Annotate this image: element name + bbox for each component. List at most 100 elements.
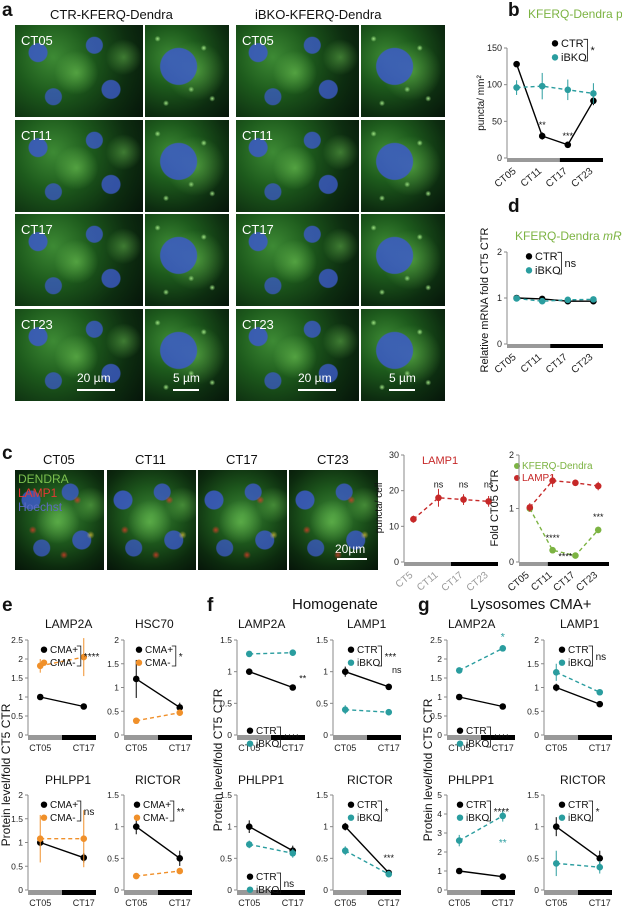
legend-label: CTR <box>256 726 277 737</box>
y-tick-label-e2: 1.5 <box>107 659 119 669</box>
legend-label: iBKO <box>568 658 592 669</box>
panel-c-col-header: CT05 <box>43 452 75 467</box>
legend-label: CMA+ <box>50 645 78 656</box>
legend-significance: *** <box>385 652 397 663</box>
series-line-f1-1 <box>249 651 293 655</box>
series-line-g3-0 <box>459 870 503 878</box>
legend-marker <box>40 814 48 821</box>
y-tick-label-c_lamp1: 30 <box>389 450 399 460</box>
y-tick-label-b: 0 <box>497 153 502 163</box>
data-point-g3-1 <box>455 837 463 844</box>
significance-annotation: ns <box>459 480 469 490</box>
x-tick-label-f1: CT17 <box>282 743 304 753</box>
y-tick-label-c_fold: 1 <box>509 504 514 514</box>
y-tick-label-e1: 1.5 <box>11 673 23 683</box>
x-tick-label-d: CT23 <box>570 352 596 376</box>
y-tick-label-g1: 0.5 <box>430 711 442 721</box>
y-tick-label-f2: 1 <box>323 667 328 677</box>
light-phase-bar-e4 <box>124 890 158 895</box>
x-tick-label-c_fold: CT17 <box>552 570 578 594</box>
scale-bar <box>77 389 115 391</box>
legend-bracket <box>486 726 492 748</box>
x-tick-label-e3: CT05 <box>29 898 51 908</box>
micrograph-ibko-ct05: CT05 <box>236 25 359 117</box>
dark-phase-bar-e2 <box>158 735 192 740</box>
dark-phase-bar-g4 <box>578 890 612 895</box>
y-tick-label-c_lamp1: 20 <box>389 486 399 496</box>
legend-label: CMA- <box>145 658 171 669</box>
data-point-b-1 <box>538 82 546 90</box>
panel-c-col-header: CT17 <box>226 452 258 467</box>
micrograph-time-label: CT17 <box>21 222 53 237</box>
x-tick-label-f4: CT05 <box>334 898 356 908</box>
series-line-e4-1 <box>136 870 180 877</box>
micrograph-time-label: CT11 <box>242 128 273 143</box>
data-point-d-1 <box>590 296 597 303</box>
significance-annotation: ns <box>392 665 402 675</box>
chart-d-ylabel: Relative mRNA fold CT5 CTR <box>479 228 491 373</box>
data-point-e4-0 <box>132 823 140 830</box>
panel-a-header-ctr: CTR-KFERQ-Dendra <box>50 7 173 22</box>
panel-e-shared-ylabel: Protein level/fold CT5 CTR <box>0 703 13 846</box>
data-point-b-0 <box>513 60 520 68</box>
data-point-f4-1 <box>385 870 393 878</box>
significance-annotation: ** <box>299 674 307 684</box>
legend-significance: ns <box>84 807 95 818</box>
legend-significance: ns <box>284 879 295 890</box>
micrograph-time-label: CT17 <box>242 222 274 237</box>
scale-bar-label: 5 µm <box>173 371 200 385</box>
legend-label-lamp1: LAMP1 <box>522 473 555 484</box>
significance-annotation: ** <box>539 120 547 130</box>
panel-label-e: e <box>2 595 13 616</box>
light-phase-bar-g2 <box>544 735 578 740</box>
dark-phase-bar-g2 <box>578 735 612 740</box>
micrograph-ibko-ct05-zoom <box>361 25 445 117</box>
y-tick-label-g1: 0 <box>437 730 442 740</box>
dark-phase-bar-f4 <box>367 890 401 895</box>
y-tick-label-f4: 0.5 <box>316 853 328 863</box>
legend-marker <box>246 873 254 880</box>
x-tick-label-c_lamp1: CT11 <box>415 570 441 594</box>
data-point-c_fold-1 <box>594 482 602 490</box>
light-phase-bar-e3 <box>28 890 62 895</box>
panel-label-a: a <box>2 0 13 21</box>
legend-label: CTR <box>568 800 589 811</box>
panel-c-channel-legend: DENDRA LAMP1 Hoechst <box>18 472 69 514</box>
chart-c-lamp1-ylabel: puncta/ cell <box>374 483 385 534</box>
y-tick-label-c_lamp1: 10 <box>389 521 399 531</box>
legend-label: CTR <box>466 800 487 811</box>
light-phase-bar-e2 <box>124 735 158 740</box>
y-tick-label-f3: 1 <box>227 822 232 832</box>
x-tick-label-g3: CT17 <box>492 898 514 908</box>
x-tick-label-g4: CT05 <box>545 898 567 908</box>
series-line-g2-0 <box>555 686 601 705</box>
light-phase-bar-d <box>507 344 551 348</box>
series-line-f3-1 <box>249 843 293 854</box>
dark-phase-bar-e1 <box>62 735 96 740</box>
y-tick-label-d: 0 <box>497 339 502 349</box>
legend-marker <box>456 801 464 808</box>
legend-label: CMA+ <box>50 800 78 811</box>
y-tick-label-e1: 2.5 <box>11 635 23 645</box>
significance-annotation: *** <box>563 131 574 141</box>
data-point-f1-0 <box>289 684 297 691</box>
x-tick-label-f4: CT17 <box>378 898 400 908</box>
series-line-g4-0 <box>555 826 601 859</box>
chart-f3-title: PHLPP1 <box>238 773 284 787</box>
y-tick-label-g3: 4 <box>437 809 442 819</box>
y-tick-label-g3: 3 <box>437 828 442 838</box>
y-tick-label-g3: 5 <box>437 790 442 800</box>
y-tick-label-g3: 1 <box>437 866 442 876</box>
y-tick-label-b: 50 <box>492 116 502 126</box>
micrograph-time-label: CT05 <box>21 33 53 48</box>
data-point-g4-0 <box>552 823 560 830</box>
panel-label-g: g <box>418 595 430 616</box>
x-tick-label-e1: CT17 <box>73 743 95 753</box>
chart-e2-title: HSC70 <box>135 617 174 631</box>
series-line-g3-1 <box>458 815 504 842</box>
significance-annotation: *** <box>593 512 604 522</box>
panel-a-header-ibko: iBKO-KFERQ-Dendra <box>255 7 382 22</box>
micrograph-ctr-ct11: CT11 <box>15 120 143 212</box>
y-tick-label-e1: 0.5 <box>11 711 23 721</box>
legend-marker <box>246 740 254 747</box>
